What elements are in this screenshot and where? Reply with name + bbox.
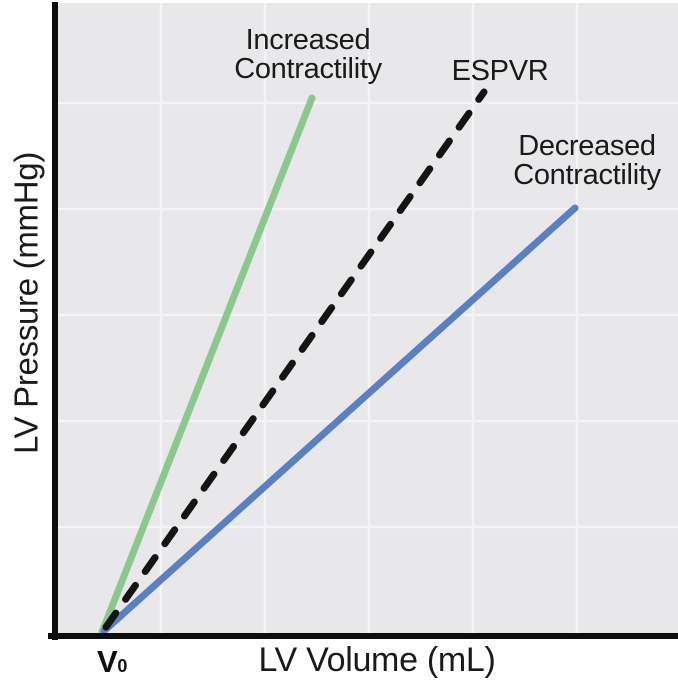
series-line-decreased-contractility — [100, 204, 579, 635]
v0-tick-label: V0 — [97, 646, 127, 677]
decreased-contractility-label: Decreased Contractility — [513, 130, 661, 191]
v0-letter: V — [96, 644, 118, 679]
x-axis-title: LV Volume (mL) — [258, 641, 496, 679]
series-line-increased-contractility — [98, 94, 316, 636]
espvr-label: ESPVR — [451, 55, 549, 87]
v0-subscript: 0 — [117, 656, 128, 676]
x-axis-line — [48, 633, 678, 639]
increased-contractility-label: Increased Contractility — [234, 24, 382, 85]
y-axis-line — [52, 2, 58, 640]
y-axis-title: LV Pressure (mmHg) — [7, 151, 45, 455]
plot-background — [57, 3, 678, 637]
series-line-espvr — [102, 88, 488, 631]
